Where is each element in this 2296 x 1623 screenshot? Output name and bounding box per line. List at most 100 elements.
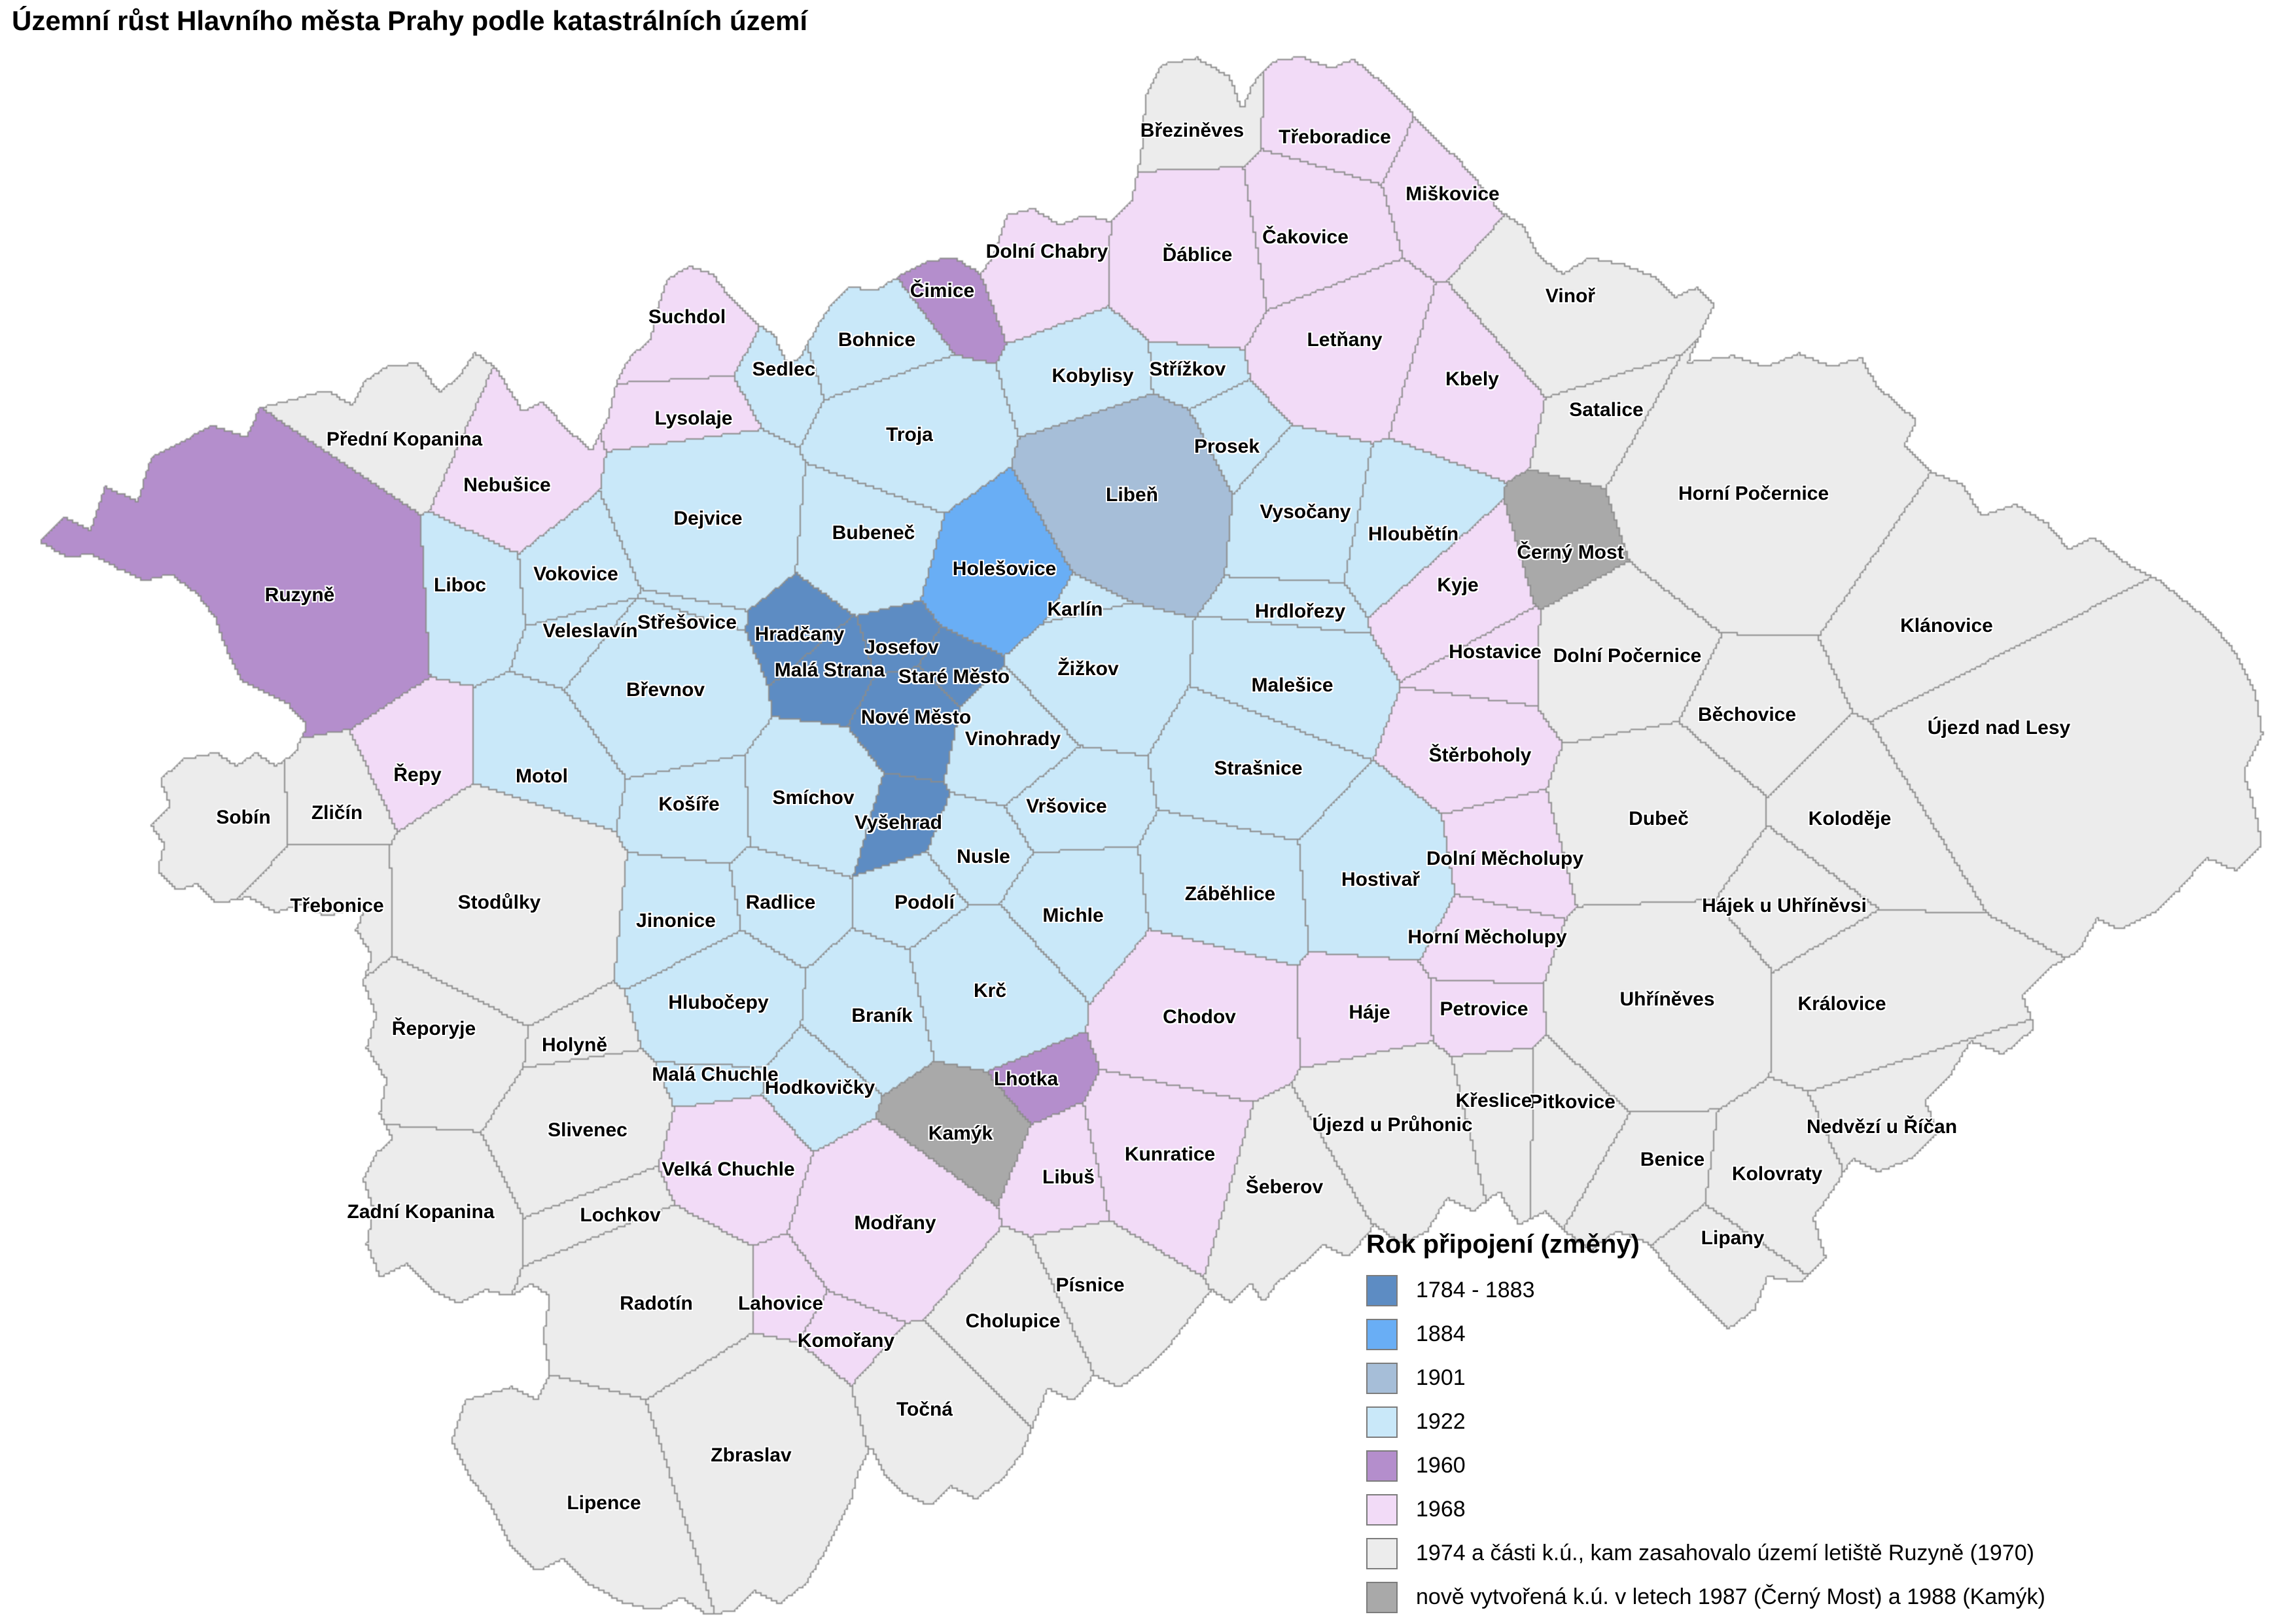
region-label: Stodůlky [457,892,541,913]
legend-item-label: 1784 - 1883 [1416,1278,1535,1302]
legend-item-label: 1922 [1416,1409,1466,1434]
region-label: Klánovice [1900,615,1993,637]
legend-item: 1960 [1366,1444,2045,1488]
region-label: Velká Chuchle [662,1159,795,1180]
region-label: Modřany [854,1212,936,1234]
region-label: Horní Měcholupy [1407,926,1567,948]
region-label: Liboc [434,574,486,596]
region-label: Petrovice [1439,998,1528,1020]
region-label: Královice [1797,993,1886,1015]
region-label: Hradčany [754,623,845,645]
region-label: Libuš [1042,1166,1095,1188]
legend-swatch [1366,1537,1398,1569]
region-label: Černý Most [1517,542,1624,563]
legend-item-label: 1960 [1416,1453,1466,1478]
legend-swatch [1366,1318,1398,1350]
region-label: Vysočany [1260,501,1351,523]
legend-item: 1884 [1366,1312,2045,1356]
legend-item-label: 1901 [1416,1365,1466,1390]
region-label: Hodkovičky [764,1077,875,1098]
region-label: Ďáblice [1162,244,1233,266]
region-label: Pitkovice [1529,1091,1616,1113]
region-label: Cholupice [965,1310,1061,1332]
region-label: Lochkov [580,1204,661,1226]
region-label: Hlubočepy [668,992,769,1013]
legend: Rok připojení (změny) 1784 - 1883 1884 190… [1366,1230,2045,1619]
region-label: Řeporyje [391,1018,476,1039]
legend-item: 1784 - 1883 [1366,1268,2045,1312]
region-label: Lipany [1701,1227,1765,1249]
region-label: Vinohrady [964,728,1061,750]
legend-item: 1974 a části k.ú., kam zasahovalo území … [1366,1531,2045,1575]
legend-title: Rok připojení (změny) [1366,1230,1640,1259]
region-label: Třeboradice [1279,126,1391,148]
region-label: Kyje [1437,574,1479,596]
legend-swatch [1366,1274,1398,1306]
region-label: Dolní Měcholupy [1426,848,1583,869]
region-label: Hájek u Uhříněvsi [1702,895,1867,916]
region-label: Koloděje [1808,808,1892,829]
region-label: Suchdol [648,306,726,328]
legend-swatch [1366,1362,1398,1394]
region-label: Prosek [1193,436,1260,457]
region-label: Hostavice [1449,641,1542,663]
region-label: Kunratice [1124,1143,1216,1165]
region-label: Křeslice [1455,1090,1532,1111]
region-label: Komořany [797,1330,895,1352]
region-label: Točná [896,1399,953,1420]
region-label: Michle [1042,905,1104,926]
region-label: Satalice [1569,399,1644,421]
region-label: Malešice [1251,674,1333,696]
region-label: Zadní Kopanina [347,1201,495,1223]
region-label: Střešovice [637,612,737,633]
region-label: Dolní Počernice [1553,645,1702,667]
region-label: Nebušice [463,474,551,496]
region-label: Lhotka [993,1068,1059,1090]
region-label: Kbely [1445,368,1499,390]
legend-item: 1901 [1366,1356,2045,1400]
region-label: Vinoř [1545,285,1596,307]
legend-items: 1784 - 1883 1884 1901 1922 1960 1968 1974 a čá… [1366,1268,2045,1619]
region-label: Nedvězí u Říčan [1806,1116,1958,1138]
region-label: Střížkov [1149,358,1226,380]
region-label: Strašnice [1214,758,1303,779]
region-label: Nusle [957,846,1010,867]
region-label: Benice [1640,1149,1705,1170]
region-label: Troja [886,424,933,445]
region-label: Nové Město [860,707,972,728]
legend-item: nově vytvořená k.ú. v letech 1987 (Černý… [1366,1575,2045,1619]
region-label: Vokovice [533,563,618,585]
legend-item-label: 1974 a části k.ú., kam zasahovalo území … [1416,1541,2034,1565]
region-label: Štěrboholy [1428,744,1532,766]
region-label: Lipence [567,1492,641,1514]
legend-swatch [1366,1450,1398,1482]
legend-item-label: nově vytvořená k.ú. v letech 1987 (Černý… [1416,1584,2045,1609]
legend-item-label: 1968 [1416,1497,1466,1522]
region-label: Letňany [1307,329,1383,351]
region-label: Josefov [864,637,939,658]
region-label: Uhříněves [1619,988,1715,1010]
region-label: Zbraslav [711,1444,792,1466]
region-label: Braník [851,1005,913,1026]
region-label: Holešovice [952,558,1057,580]
region-label: Vyšehrad [855,812,942,833]
region-label: Hloubětín [1368,523,1459,545]
region-label: Bubeneč [832,522,915,544]
region-label: Dolní Chabry [985,241,1108,262]
region-label: Žižkov [1057,658,1119,680]
region-label: Motol [516,765,568,787]
region-label: Háje [1349,1002,1390,1023]
legend-swatch [1366,1406,1398,1438]
region-label: Dubeč [1629,808,1689,829]
region-label: Újezd u Průhonic [1312,1114,1473,1136]
region-label: Hostivař [1341,869,1421,890]
region-label: Malá Chuchle [652,1064,779,1085]
region-label: Smíchov [772,787,855,809]
region-label: Sobín [216,807,271,828]
region-label: Jinonice [636,910,716,932]
region-label: Veleslavín [542,620,638,642]
region-label: Dejvice [673,508,743,529]
legend-swatch [1366,1493,1398,1526]
